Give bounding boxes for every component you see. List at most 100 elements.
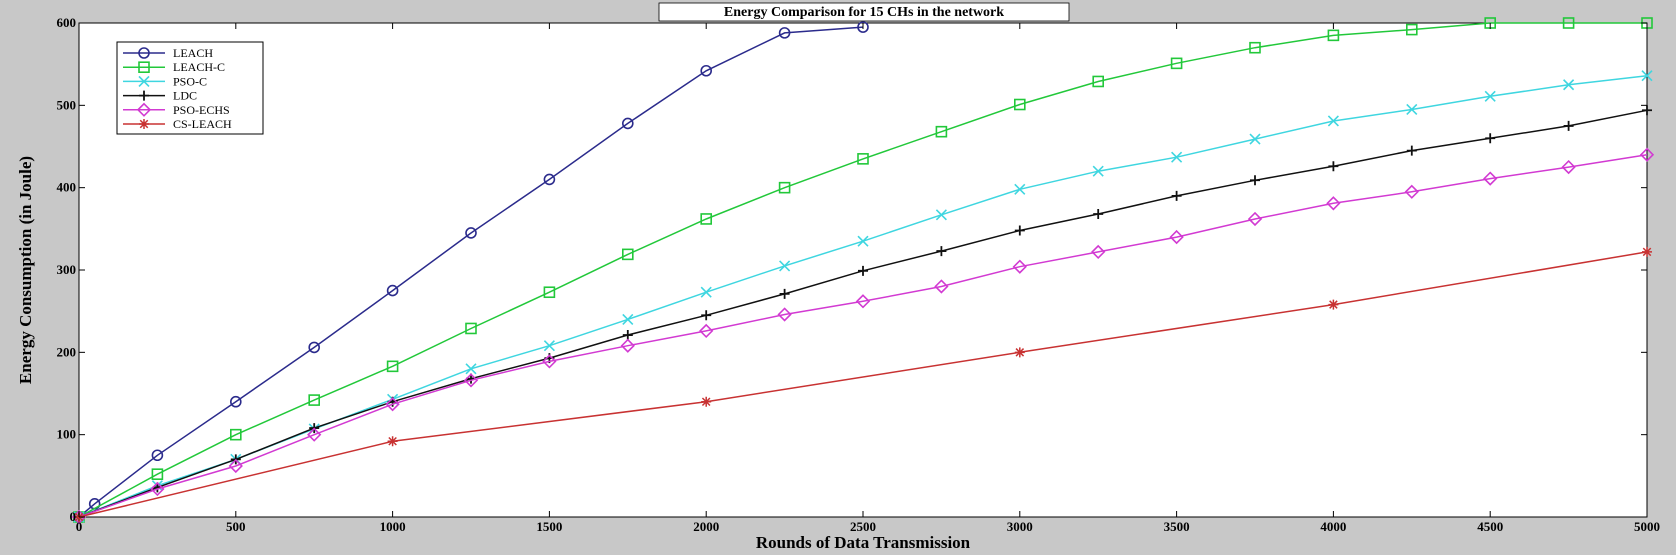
data-point-leach-c	[1406, 23, 1418, 36]
data-point-pso-echs	[1404, 184, 1419, 199]
title-background	[658, 2, 1070, 22]
legend-marker-pso-c	[138, 75, 150, 87]
data-point-ldc	[622, 330, 633, 341]
data-point-pso-echs	[1639, 147, 1655, 162]
data-point-leach-c	[230, 428, 242, 441]
data-point-cs-leach	[387, 436, 398, 447]
data-point-pso-echs	[777, 307, 792, 322]
data-point-ldc	[1093, 209, 1104, 220]
y-tick-label: 600	[57, 15, 77, 30]
data-point-pso-c	[857, 235, 869, 247]
data-point-ldc	[1563, 120, 1574, 131]
data-point-leach	[621, 117, 634, 130]
data-point-leach-c	[700, 213, 713, 225]
data-point-leach-c	[1013, 98, 1026, 111]
x-tick-label: 2500	[850, 519, 876, 534]
data-point-pso-echs	[855, 294, 871, 309]
x-tick-label: 500	[226, 519, 246, 534]
data-point-leach	[465, 227, 477, 239]
axis-ticks: 0 500 1000 1500 2000 2500 3000 3500 4000 4500 5000…	[57, 15, 1661, 534]
data-point-pso-c	[779, 260, 791, 272]
data-point-pso-c	[1406, 103, 1418, 116]
series-leach	[73, 21, 869, 523]
data-point-ldc	[1485, 133, 1496, 144]
data-point-pso-c	[622, 313, 634, 325]
x-tick-label: 3000	[1007, 519, 1033, 534]
data-point-pso-echs	[934, 279, 949, 294]
data-point-pso-c	[1249, 133, 1261, 145]
legend-label: PSO-C	[173, 74, 207, 88]
data-point-leach-c	[1249, 41, 1261, 54]
x-tick-label: 3500	[1164, 519, 1190, 534]
data-point-leach	[700, 64, 713, 77]
data-point-pso-c	[1014, 183, 1026, 195]
data-point-leach-c	[151, 468, 164, 480]
series-lines	[71, 17, 1655, 525]
series-line-cs-leach	[78, 251, 1648, 518]
data-point-pso-echs	[71, 509, 87, 525]
x-axis-label: Rounds of Data Transmission	[756, 533, 971, 552]
y-tick-label: 500	[57, 97, 77, 112]
y-tick-label: 400	[57, 180, 77, 195]
series-pso-echs	[71, 147, 1655, 525]
data-point-leach-c	[621, 248, 634, 261]
data-point-leach-c	[465, 322, 477, 335]
data-point-ldc	[701, 310, 712, 321]
x-tick-label: 5000	[1634, 519, 1660, 534]
data-point-leach	[857, 21, 869, 33]
legend-label: LDC	[173, 89, 197, 103]
y-tick-label: 100	[57, 427, 77, 442]
data-point-pso-echs	[699, 323, 714, 339]
data-point-pso-echs	[542, 354, 557, 369]
data-point-pso-c	[700, 286, 712, 298]
data-point-leach	[778, 27, 791, 39]
data-point-pso-echs	[1483, 171, 1498, 186]
data-point-leach-c	[1562, 17, 1575, 29]
y-tick-label: 300	[57, 262, 77, 277]
data-point-leach-c	[778, 181, 791, 194]
data-point-leach-c	[1327, 29, 1340, 42]
data-point-cs-leach	[1014, 347, 1025, 358]
data-point-ldc	[936, 246, 947, 257]
x-tick-label: 4000	[1320, 519, 1346, 534]
data-point-ldc	[1642, 105, 1652, 116]
data-point-pso-c	[1563, 79, 1575, 91]
legend-label: PSO-ECHS	[173, 103, 230, 117]
chart-title: Energy Comparison for 15 CHs in the netw…	[724, 5, 1004, 20]
data-point-pso-c	[1484, 90, 1496, 102]
data-point-leach-c	[543, 286, 556, 299]
data-point-cs-leach	[1328, 299, 1339, 310]
series-ldc	[74, 105, 1652, 522]
series-line-pso-echs	[78, 153, 1648, 518]
data-point-ldc	[1328, 161, 1339, 172]
legend-item-pso-c: PSO-C	[123, 74, 207, 88]
data-point-leach	[543, 173, 556, 186]
data-point-leach	[151, 449, 164, 462]
legend-marker-ldc	[139, 90, 149, 101]
data-point-leach-c	[935, 125, 948, 138]
legend-item-pso-echs: PSO-ECHS	[123, 102, 230, 117]
data-point-pso-echs	[1247, 211, 1263, 227]
legend-marker-pso-echs	[136, 102, 152, 117]
legend-item-leach-c: LEACH-C	[123, 60, 225, 74]
series-line-leach	[78, 26, 864, 518]
y-tick-label: 0	[70, 509, 77, 524]
data-point-pso-c	[1327, 115, 1339, 127]
legend-label: CS-LEACH	[173, 117, 232, 131]
data-point-pso-c	[1092, 165, 1104, 177]
data-point-pso-echs	[307, 427, 322, 442]
data-point-pso-echs	[1561, 159, 1576, 175]
data-point-leach-c	[1092, 75, 1104, 88]
data-point-pso-c	[935, 209, 947, 221]
data-point-leach-c	[857, 153, 869, 165]
legend-marker-leach	[138, 47, 150, 59]
data-point-leach-c	[386, 360, 399, 373]
legend-marker-cs-leach	[139, 119, 149, 129]
data-point-pso-echs	[463, 373, 479, 388]
data-point-leach	[386, 284, 399, 297]
data-point-pso-echs	[1091, 244, 1106, 260]
legend-marker-leach-c	[138, 61, 150, 74]
